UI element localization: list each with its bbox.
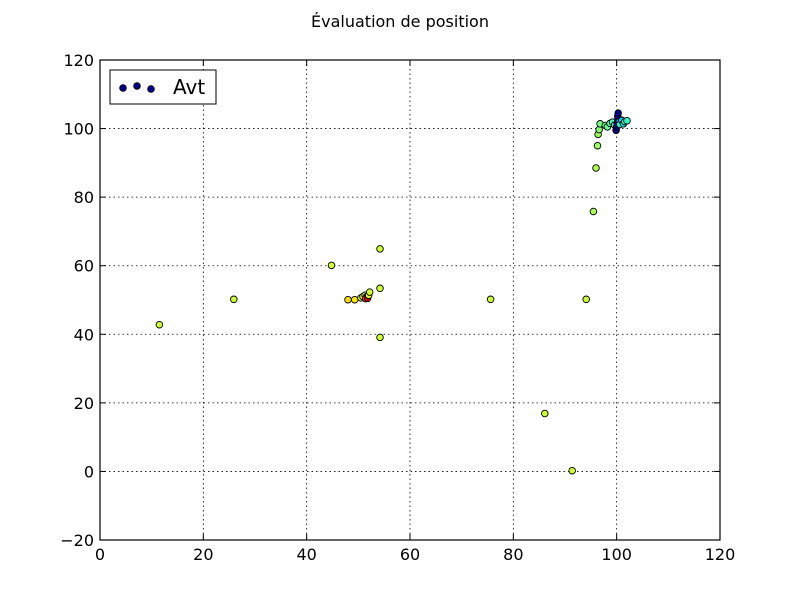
legend-marker-group bbox=[119, 82, 155, 93]
scatter-point bbox=[582, 295, 590, 304]
y-tick-label: 0 bbox=[84, 462, 94, 481]
scatter-point bbox=[592, 164, 600, 172]
scatter-point bbox=[155, 320, 164, 329]
y-tick-label: 40 bbox=[74, 325, 94, 344]
x-tick-label: 60 bbox=[400, 545, 420, 564]
x-tick-label: 100 bbox=[601, 545, 632, 564]
legend: Avt bbox=[109, 69, 217, 105]
grid bbox=[100, 60, 720, 540]
y-tick-label: 60 bbox=[74, 257, 94, 276]
scatter-point bbox=[589, 207, 598, 216]
legend-box bbox=[109, 69, 217, 105]
legend-marker bbox=[119, 84, 127, 92]
scatter-point bbox=[350, 295, 359, 304]
scatter-point bbox=[568, 466, 576, 475]
chart-title: Évaluation de position bbox=[311, 12, 489, 31]
scatter-point bbox=[623, 116, 631, 125]
scatter-point bbox=[376, 333, 384, 342]
x-tick-label: 40 bbox=[296, 545, 316, 564]
y-tick-label: 120 bbox=[63, 51, 94, 70]
legend-marker bbox=[133, 82, 141, 90]
scatter-point bbox=[376, 284, 384, 293]
scatter-point bbox=[486, 295, 495, 304]
scatter-point bbox=[541, 409, 549, 418]
x-tick-label: 0 bbox=[95, 545, 105, 564]
plot-area-frame bbox=[99, 59, 721, 541]
scatter-point bbox=[327, 261, 336, 270]
scatter-point bbox=[230, 295, 238, 304]
x-tick-label: 80 bbox=[503, 545, 523, 564]
x-tick-label: 20 bbox=[193, 545, 213, 564]
legend-label: Avt bbox=[173, 75, 205, 99]
scatter-point bbox=[614, 109, 622, 117]
y-tick-label: 80 bbox=[74, 188, 94, 207]
x-tick-label: 120 bbox=[705, 545, 736, 564]
scatter-point bbox=[376, 245, 384, 253]
scatter-point bbox=[344, 295, 352, 304]
scatter-point bbox=[593, 141, 602, 150]
scatter-point bbox=[365, 288, 374, 296]
legend-marker bbox=[147, 85, 155, 93]
y-tick-label: 20 bbox=[74, 394, 94, 413]
y-tick-label: −20 bbox=[60, 531, 94, 550]
y-tick-label: 100 bbox=[63, 120, 94, 139]
data-points bbox=[155, 109, 631, 475]
